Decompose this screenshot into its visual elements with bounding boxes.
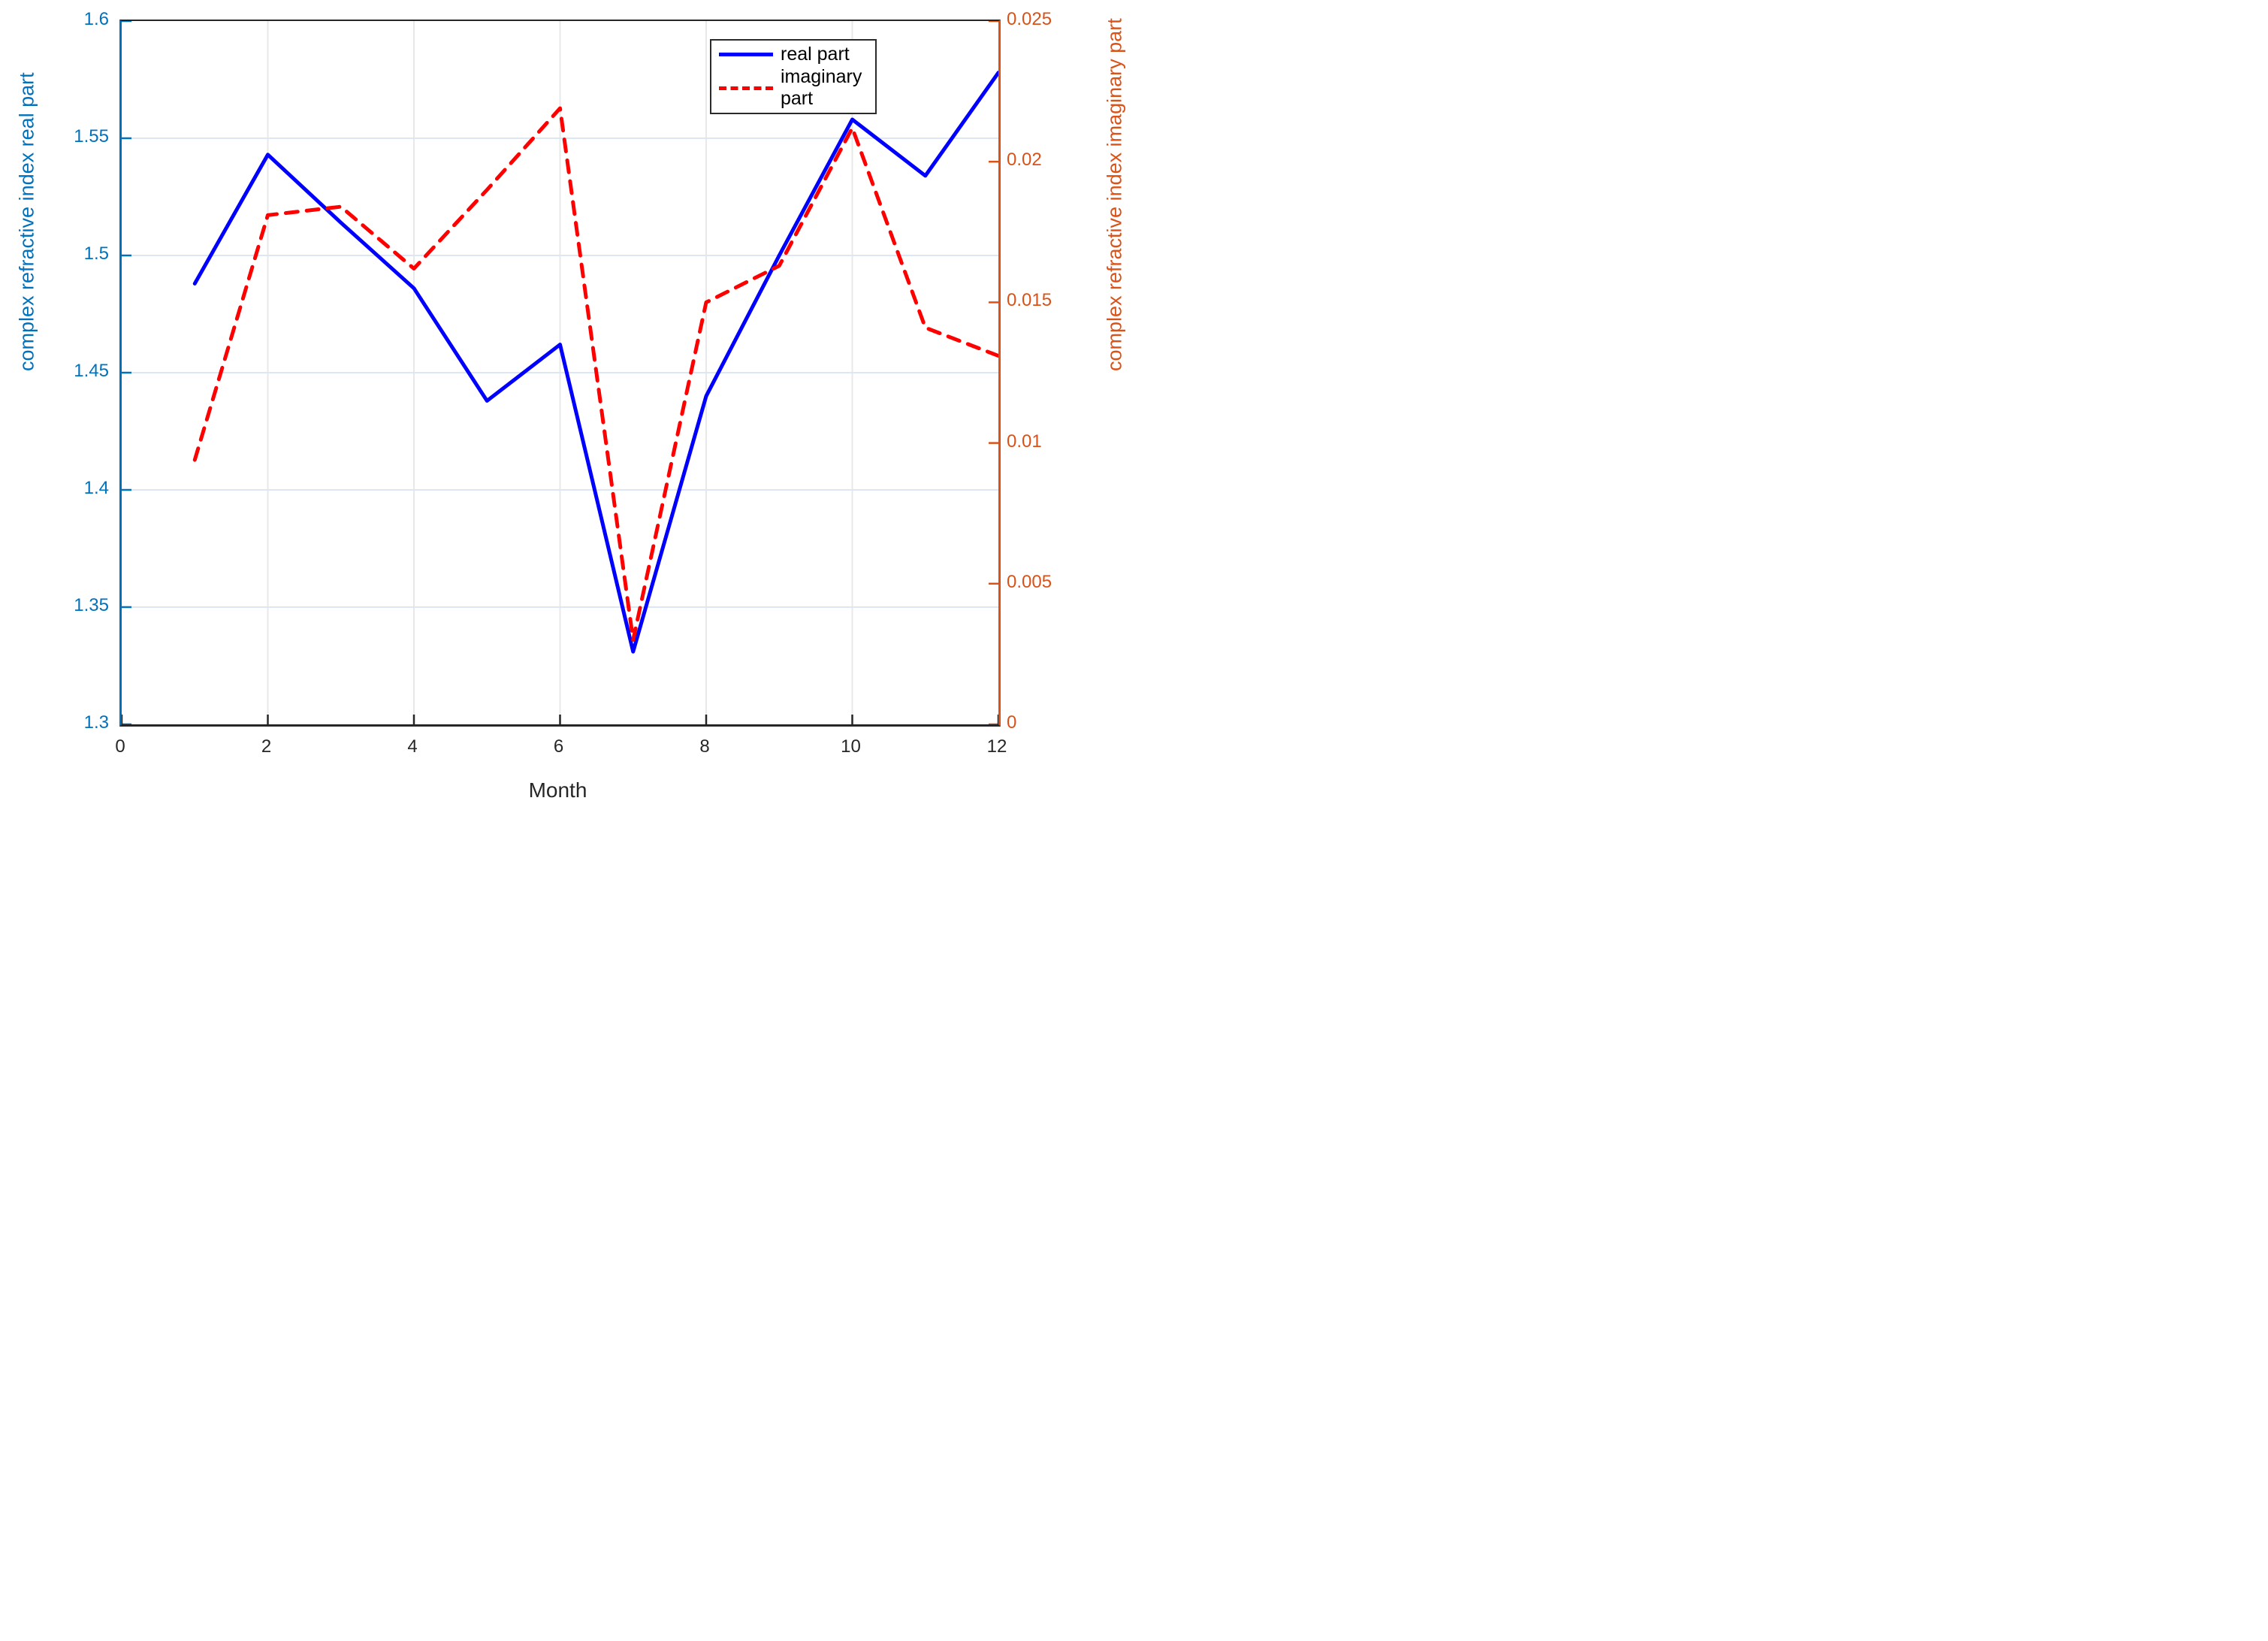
dashed-line-swatch-icon bbox=[719, 86, 773, 90]
x-axis-tick-label: 0 bbox=[115, 736, 125, 757]
right-axis-tick-label: 0.005 bbox=[1007, 571, 1052, 592]
legend-label: imaginary part bbox=[781, 66, 862, 110]
right-axis-tick-label: 0 bbox=[1007, 712, 1017, 733]
left-axis-tick-label: 1.35 bbox=[74, 595, 109, 615]
x-axis-title: Month bbox=[528, 778, 587, 802]
series-line-imaginary-part bbox=[192, 106, 998, 642]
right-axis-tick-label: 0.02 bbox=[1007, 150, 1042, 171]
x-axis-tick-label: 6 bbox=[553, 736, 564, 757]
x-axis-tick-label: 8 bbox=[699, 736, 710, 757]
series-line-real-part bbox=[192, 71, 998, 654]
legend: real part imaginary part bbox=[710, 39, 877, 114]
left-axis-tick-label: 1.6 bbox=[83, 9, 109, 29]
legend-label: real part bbox=[781, 43, 850, 65]
right-axis-tick-label: 0.015 bbox=[1007, 290, 1052, 311]
figure-canvas: 1.3 1.35 1.4 1.45 1.5 1.55 1.6 0 0.005 0.01 0.015… bbox=[0, 0, 1134, 820]
legend-item-imaginary-part: imaginary part bbox=[719, 66, 868, 110]
x-axis-tick-label: 10 bbox=[841, 736, 861, 757]
left-axis-tick-label: 1.55 bbox=[74, 126, 109, 147]
chart-lines-svg bbox=[122, 21, 998, 724]
x-axis-tick-label: 12 bbox=[986, 736, 1007, 757]
legend-item-real-part: real part bbox=[719, 44, 868, 65]
plot-area bbox=[119, 20, 1001, 727]
right-axis-tick-label: 0.025 bbox=[1007, 9, 1052, 29]
left-axis-tick-label: 1.45 bbox=[74, 361, 109, 381]
x-axis-tick-label: 4 bbox=[407, 736, 418, 757]
left-axis-tick-label: 1.4 bbox=[83, 478, 109, 498]
x-axis-tick-label: 2 bbox=[261, 736, 272, 757]
solid-line-swatch-icon bbox=[719, 52, 773, 56]
left-axis-tick-label: 1.5 bbox=[83, 243, 109, 264]
right-axis-tick-label: 0.01 bbox=[1007, 431, 1042, 452]
left-axis-tick-label: 1.3 bbox=[83, 712, 109, 733]
